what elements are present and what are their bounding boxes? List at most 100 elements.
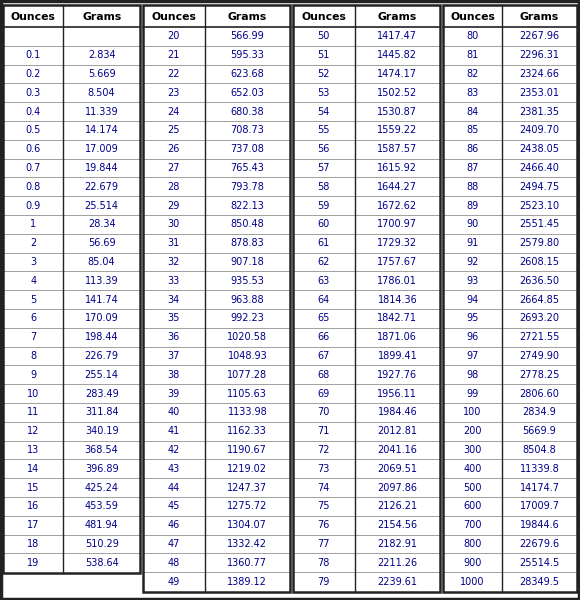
Text: 89: 89 [466, 200, 478, 211]
Text: 28: 28 [168, 182, 180, 192]
Text: 2069.51: 2069.51 [378, 464, 418, 474]
Text: 14174.7: 14174.7 [520, 482, 560, 493]
Text: 200: 200 [463, 426, 482, 436]
Text: 1077.28: 1077.28 [227, 370, 267, 380]
Text: 64: 64 [318, 295, 330, 305]
Text: 11: 11 [27, 407, 39, 418]
Text: 69: 69 [318, 389, 330, 398]
Text: 850.48: 850.48 [230, 220, 264, 229]
Text: 283.49: 283.49 [85, 389, 118, 398]
Text: 538.64: 538.64 [85, 558, 118, 568]
Text: 15: 15 [27, 482, 39, 493]
Text: 0.1: 0.1 [26, 50, 41, 60]
Text: 8504.8: 8504.8 [523, 445, 556, 455]
Text: 1389.12: 1389.12 [227, 577, 267, 587]
Text: 5.669: 5.669 [88, 69, 115, 79]
Text: 1644.27: 1644.27 [378, 182, 418, 192]
Text: 27: 27 [168, 163, 180, 173]
Text: 2126.21: 2126.21 [378, 502, 418, 511]
Text: 17.009: 17.009 [85, 144, 118, 154]
Text: 19844.6: 19844.6 [520, 520, 559, 530]
Text: 90: 90 [466, 220, 478, 229]
Text: 29: 29 [168, 200, 180, 211]
Text: 59: 59 [318, 200, 330, 211]
Text: 70: 70 [318, 407, 330, 418]
Text: 1275.72: 1275.72 [227, 502, 267, 511]
Text: 1162.33: 1162.33 [227, 426, 267, 436]
Text: 0.7: 0.7 [26, 163, 41, 173]
Text: 2466.40: 2466.40 [520, 163, 560, 173]
Text: 1: 1 [30, 220, 36, 229]
Text: 992.23: 992.23 [230, 313, 264, 323]
Text: 1615.92: 1615.92 [378, 163, 418, 173]
Text: 510.29: 510.29 [85, 539, 118, 549]
Text: 19: 19 [27, 558, 39, 568]
Text: 68: 68 [318, 370, 330, 380]
Text: 8: 8 [30, 351, 36, 361]
Text: 28.34: 28.34 [88, 220, 115, 229]
Text: 78: 78 [318, 558, 330, 568]
Text: 2324.66: 2324.66 [520, 69, 560, 79]
Text: 11339.8: 11339.8 [520, 464, 559, 474]
Text: 23: 23 [168, 88, 180, 98]
Text: 1190.67: 1190.67 [227, 445, 267, 455]
Text: 963.88: 963.88 [231, 295, 264, 305]
Text: 17: 17 [27, 520, 39, 530]
Text: 453.59: 453.59 [85, 502, 118, 511]
Text: 25: 25 [168, 125, 180, 136]
Text: 9: 9 [30, 370, 36, 380]
Text: 765.43: 765.43 [230, 163, 264, 173]
Text: 47: 47 [168, 539, 180, 549]
Text: 2154.56: 2154.56 [378, 520, 418, 530]
Text: Grams: Grams [228, 11, 267, 22]
Text: 100: 100 [463, 407, 481, 418]
Text: 45: 45 [168, 502, 180, 511]
Text: 800: 800 [463, 539, 481, 549]
Text: 2523.10: 2523.10 [520, 200, 560, 211]
Text: 1048.93: 1048.93 [227, 351, 267, 361]
Text: 97: 97 [466, 351, 478, 361]
Text: 41: 41 [168, 426, 180, 436]
Text: 0.2: 0.2 [26, 69, 41, 79]
Text: 600: 600 [463, 502, 481, 511]
Text: 65: 65 [318, 313, 330, 323]
Text: 2664.85: 2664.85 [520, 295, 560, 305]
Text: 76: 76 [318, 520, 330, 530]
Text: 1133.98: 1133.98 [227, 407, 267, 418]
Text: 1502.52: 1502.52 [377, 88, 418, 98]
Text: 878.83: 878.83 [230, 238, 264, 248]
Text: 2: 2 [30, 238, 37, 248]
Text: 652.03: 652.03 [230, 88, 264, 98]
Text: 51: 51 [318, 50, 330, 60]
Text: 255.14: 255.14 [85, 370, 119, 380]
Text: 2693.20: 2693.20 [520, 313, 560, 323]
Text: 13: 13 [27, 445, 39, 455]
Text: 50: 50 [318, 31, 330, 41]
Text: 2551.45: 2551.45 [519, 220, 560, 229]
Text: 91: 91 [466, 238, 478, 248]
Text: 1984.46: 1984.46 [378, 407, 417, 418]
Text: 48: 48 [168, 558, 180, 568]
Text: 0.8: 0.8 [26, 182, 41, 192]
Text: 80: 80 [466, 31, 478, 41]
Text: 60: 60 [318, 220, 330, 229]
Text: 737.08: 737.08 [230, 144, 264, 154]
Text: 43: 43 [168, 464, 180, 474]
Text: 1700.97: 1700.97 [378, 220, 418, 229]
Text: 340.19: 340.19 [85, 426, 118, 436]
Text: 71: 71 [318, 426, 330, 436]
Text: 1757.67: 1757.67 [377, 257, 418, 267]
Text: 0.5: 0.5 [26, 125, 41, 136]
Text: 141.74: 141.74 [85, 295, 118, 305]
Text: 14: 14 [27, 464, 39, 474]
Text: 595.33: 595.33 [230, 50, 264, 60]
Text: 1729.32: 1729.32 [378, 238, 418, 248]
Text: 2239.61: 2239.61 [378, 577, 418, 587]
Text: 7: 7 [30, 332, 37, 342]
Bar [143, 5, 290, 592]
Text: 14.174: 14.174 [85, 125, 118, 136]
Text: 1474.17: 1474.17 [378, 69, 418, 79]
Text: 81: 81 [466, 50, 478, 60]
Text: 3: 3 [30, 257, 36, 267]
Text: 226.79: 226.79 [85, 351, 119, 361]
